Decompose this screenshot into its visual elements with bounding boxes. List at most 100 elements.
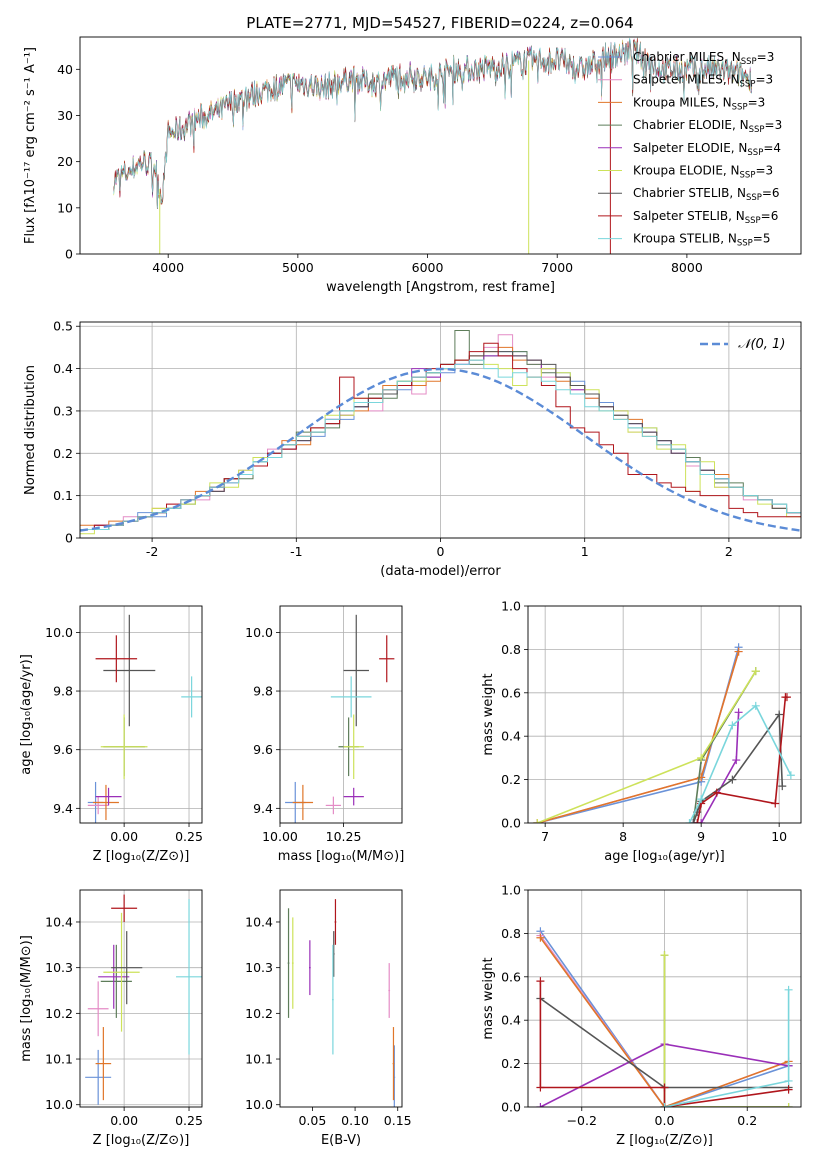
weight-marker bbox=[771, 799, 780, 808]
mass-vs-EBV-axes: 0.05 0.10 0.15 10.0 10.1 10.2 10.3 10.4 E(B-V) bbox=[245, 914, 411, 1148]
age-vs-mass-frame bbox=[279, 605, 403, 824]
weight-marker bbox=[660, 1103, 669, 1107]
x-axis-label: E(B-V) bbox=[321, 1133, 361, 1148]
weight-vs-age-axes: 7 8 9 10 0.0 0.2 0.4 0.6 0.8 1.0 age [log₁₀(age/yr… bbox=[481, 599, 801, 864]
weight-series-line bbox=[663, 955, 789, 1107]
weight-series-line bbox=[693, 712, 740, 823]
y-tick-label: 0.3 bbox=[53, 403, 73, 418]
x-axis-label: wavelength [Angstrom, rest frame] bbox=[326, 280, 555, 295]
weight-marker bbox=[660, 951, 669, 960]
x-axis-label: (data-model)/error bbox=[380, 564, 501, 579]
spectrum-axes: 4000 5000 6000 7000 8000 0 10 20 30 40 wavelength … bbox=[23, 47, 703, 295]
x-tick-label: 0.00 bbox=[110, 1113, 138, 1128]
y-axis-label: mass weight bbox=[481, 673, 496, 755]
y-tick-label: 10.0 bbox=[245, 625, 273, 640]
x-tick-label: 7 bbox=[541, 829, 549, 844]
y-tick-label: 10.2 bbox=[45, 1006, 73, 1021]
weight-marker bbox=[786, 771, 795, 780]
weight-marker bbox=[784, 1076, 793, 1085]
residuals-frame bbox=[79, 321, 802, 539]
legend-label: Salpeter MILES, NSSP=3 bbox=[633, 73, 773, 90]
spectrum-lines bbox=[113, 37, 752, 254]
legend-label: Chabrier ELODIE, NSSP=3 bbox=[633, 118, 782, 135]
weight-marker bbox=[685, 819, 694, 823]
residuals-legend: 𝒩(0, 1) bbox=[700, 337, 785, 352]
y-tick-label: 0.5 bbox=[53, 319, 73, 334]
y-tick-label: 10.2 bbox=[245, 1006, 273, 1021]
y-tick-label: 0.4 bbox=[53, 361, 73, 376]
weight-vs-Z-frame bbox=[527, 889, 802, 1108]
weight-marker bbox=[734, 708, 743, 717]
y-tick-label: 0 bbox=[65, 247, 73, 262]
weight-marker bbox=[784, 1085, 793, 1094]
weight-vs-Z-axes: −0.2 0.0 0.2 0.0 0.2 0.4 0.6 0.8 1.0 Z [log₁₀(Z/Z… bbox=[481, 883, 801, 1148]
weight-marker bbox=[784, 985, 793, 994]
y-tick-label: 10.0 bbox=[245, 1097, 273, 1112]
weight-series-line bbox=[539, 937, 789, 1107]
mass-vs-Z-axes: 0.00 0.25 10.0 10.1 10.2 10.3 10.4 Z [log₁₀(Z/Z… bbox=[19, 890, 203, 1148]
y-tick-label: 9.8 bbox=[53, 684, 73, 699]
y-tick-label: 0.6 bbox=[501, 685, 521, 700]
x-axis-label: mass [log₁₀(M/M⊙)] bbox=[278, 849, 405, 864]
weight-marker bbox=[533, 819, 542, 823]
x-tick-label: 0.00 bbox=[110, 829, 138, 844]
x-tick-label: 0.10 bbox=[341, 1113, 369, 1128]
legend-label: Salpeter ELODIE, NSSP=4 bbox=[633, 141, 781, 158]
y-tick-label: 0 bbox=[65, 531, 73, 546]
age-vs-Z-axes: 0.00 0.25 9.4 9.6 9.8 10.0 Z [log₁₀(Z/Z⊙)] age … bbox=[19, 606, 203, 864]
weight-marker bbox=[775, 710, 784, 719]
y-tick-label: 10.1 bbox=[245, 1052, 273, 1067]
y-tick-label: 10.0 bbox=[45, 1097, 73, 1112]
x-tick-label: 0.25 bbox=[175, 829, 203, 844]
weight-marker bbox=[660, 1083, 669, 1092]
x-tick-label: 10.25 bbox=[326, 829, 362, 844]
x-tick-label: 9 bbox=[697, 829, 705, 844]
x-tick-label: 0.15 bbox=[384, 1113, 412, 1128]
legend-label: Kroupa STELIB, NSSP=5 bbox=[633, 232, 771, 249]
y-axis-label: mass weight bbox=[481, 957, 496, 1039]
y-tick-label: 10.4 bbox=[245, 914, 273, 929]
weight-marker bbox=[751, 701, 760, 710]
y-tick-label: 0.0 bbox=[501, 816, 521, 831]
weight-series-line bbox=[539, 930, 789, 1107]
y-tick-label: 10.3 bbox=[45, 960, 73, 975]
y-tick-label: 0.8 bbox=[501, 642, 521, 657]
y-tick-label: 10.1 bbox=[45, 1052, 73, 1067]
x-tick-label: 6000 bbox=[412, 260, 444, 275]
age-vs-mass-points bbox=[285, 614, 395, 823]
y-tick-label: 9.6 bbox=[253, 742, 273, 757]
x-tick-label: 8000 bbox=[671, 260, 703, 275]
mass-vs-EBV-frame bbox=[279, 889, 403, 1108]
y-tick-label: 9.4 bbox=[253, 801, 273, 816]
weight-marker bbox=[712, 788, 721, 797]
y-tick-label: 40 bbox=[57, 62, 73, 77]
weight-marker bbox=[536, 977, 545, 986]
y-tick-label: 10 bbox=[57, 200, 73, 215]
weight-marker bbox=[689, 819, 698, 823]
weight-marker bbox=[732, 756, 741, 765]
y-tick-label: 0.2 bbox=[501, 1056, 521, 1071]
x-tick-label: 0.2 bbox=[737, 1113, 757, 1128]
y-tick-label: 0.1 bbox=[53, 488, 73, 503]
weight-marker bbox=[728, 721, 737, 730]
weight-marker bbox=[784, 1103, 793, 1107]
mass-vs-Z-points bbox=[85, 894, 202, 1105]
x-axis-label: age [log₁₀(age/yr)] bbox=[604, 849, 725, 864]
x-tick-label: 7000 bbox=[541, 260, 573, 275]
x-tick-label: 5000 bbox=[282, 260, 314, 275]
x-tick-label: 4000 bbox=[152, 260, 184, 275]
y-tick-label: 10.3 bbox=[245, 960, 273, 975]
y-tick-label: 9.8 bbox=[253, 684, 273, 699]
spectrum-frame bbox=[79, 36, 802, 255]
age-vs-Z-frame bbox=[79, 605, 203, 824]
weight-marker bbox=[778, 782, 787, 791]
weight-vs-age-lines bbox=[533, 643, 795, 823]
weight-marker bbox=[734, 647, 743, 656]
y-tick-label: 0.4 bbox=[501, 1013, 521, 1028]
x-tick-label: -1 bbox=[290, 544, 302, 559]
legend-label: Chabrier MILES, NSSP=3 bbox=[633, 50, 774, 67]
x-tick-label: 10.00 bbox=[262, 829, 298, 844]
legend-label: Chabrier STELIB, NSSP=6 bbox=[633, 186, 780, 203]
y-axis-label: Normed distribution bbox=[23, 365, 38, 495]
y-tick-label: 1.0 bbox=[501, 883, 521, 898]
